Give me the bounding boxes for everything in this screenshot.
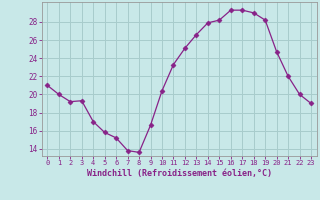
X-axis label: Windchill (Refroidissement éolien,°C): Windchill (Refroidissement éolien,°C) xyxy=(87,169,272,178)
